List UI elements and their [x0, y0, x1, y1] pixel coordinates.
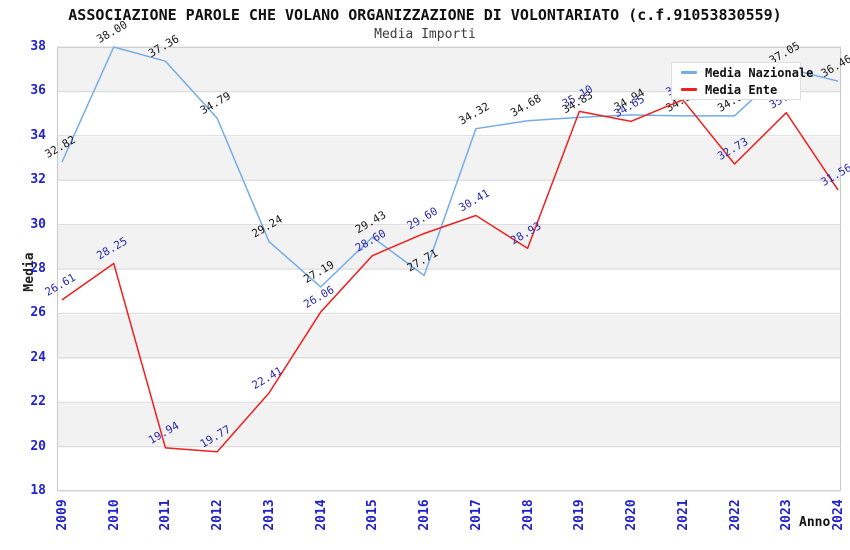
x-tick-label: 2012 — [209, 499, 225, 531]
y-tick-label: 18 — [30, 483, 46, 498]
y-tick-label: 28 — [30, 261, 46, 276]
legend: Media Nazionale Media Ente — [671, 62, 813, 100]
x-tick-label: 2016 — [416, 499, 432, 531]
y-tick-label: 32 — [30, 172, 46, 188]
x-tick-label: 2017 — [468, 499, 484, 531]
legend-label: Media Ente — [705, 82, 778, 97]
y-tick-label: 38 — [30, 39, 46, 54]
chart-subtitle: Media Importi — [374, 27, 476, 42]
x-tick-label: 2009 — [54, 499, 70, 531]
legend-item-media-ente: Media Ente — [681, 83, 800, 97]
x-tick-label: 2015 — [364, 499, 380, 531]
x-axis-title: Anno — [799, 515, 831, 530]
x-tick-label: 2024 — [830, 499, 846, 531]
y-tick-label: 26 — [30, 305, 46, 321]
y-tick-label: 36 — [30, 83, 46, 99]
x-tick-label: 2021 — [675, 499, 691, 531]
x-tick-label: 2010 — [106, 499, 122, 531]
chart-title: ASSOCIAZIONE PAROLE CHE VOLANO ORGANIZZA… — [68, 6, 782, 24]
x-tick-label: 2011 — [157, 499, 173, 531]
x-tick-label: 2014 — [313, 499, 329, 531]
y-tick-label: 22 — [30, 394, 46, 410]
x-tick-label: 2023 — [778, 499, 794, 531]
legend-label: Media Nazionale — [705, 65, 814, 80]
legend-item-media-nazionale: Media Nazionale — [681, 66, 813, 80]
x-tick-label: 2022 — [727, 499, 743, 531]
legend-swatch-media-nazionale — [681, 71, 697, 74]
y-tick-label: 34 — [30, 127, 46, 143]
y-tick-label: 24 — [30, 349, 46, 365]
y-tick-label: 20 — [30, 438, 46, 454]
x-tick-label: 2019 — [571, 499, 587, 531]
x-tick-label: 2013 — [261, 499, 277, 531]
y-tick-label: 30 — [30, 216, 46, 232]
plot-area — [57, 47, 841, 491]
x-tick-label: 2020 — [623, 499, 639, 531]
legend-swatch-media-ente — [681, 88, 697, 91]
x-tick-label: 2018 — [520, 499, 536, 531]
